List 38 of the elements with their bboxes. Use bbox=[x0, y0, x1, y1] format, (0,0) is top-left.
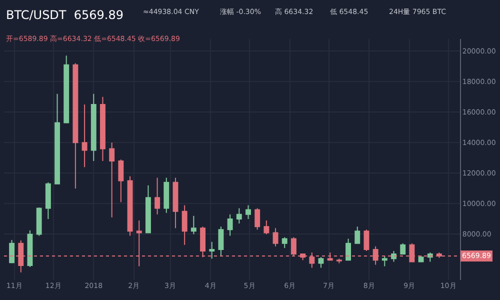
candlestick bbox=[272, 228, 278, 247]
candlestick bbox=[182, 204, 188, 246]
candlestick bbox=[164, 177, 170, 214]
candlestick bbox=[82, 104, 88, 168]
candlestick bbox=[145, 184, 151, 234]
candlestick bbox=[346, 238, 351, 261]
candlestick bbox=[391, 250, 396, 262]
candlestick bbox=[90, 93, 96, 162]
candlestick bbox=[172, 177, 178, 229]
candlestick bbox=[54, 93, 60, 184]
candlestick bbox=[400, 242, 406, 255]
candlestick bbox=[218, 226, 224, 256]
candlestick bbox=[382, 255, 388, 267]
candlestick bbox=[36, 207, 42, 236]
candlestick bbox=[318, 256, 324, 268]
candlestick bbox=[64, 55, 70, 124]
candlestick bbox=[418, 255, 424, 262]
candlestick bbox=[254, 208, 260, 230]
candlestick bbox=[354, 226, 360, 244]
candlestick bbox=[209, 241, 215, 260]
candlestick bbox=[109, 142, 115, 218]
candlestick bbox=[154, 177, 160, 215]
candlestick bbox=[282, 236, 288, 248]
candlestick bbox=[336, 258, 342, 264]
candlestick bbox=[27, 230, 33, 268]
candlestick bbox=[364, 229, 370, 252]
candlestick bbox=[246, 204, 251, 220]
candlestick bbox=[45, 182, 51, 220]
candlestick bbox=[9, 240, 15, 264]
candlestick bbox=[72, 62, 78, 189]
candlestick bbox=[190, 215, 196, 235]
candlestick bbox=[127, 176, 133, 236]
candlestick bbox=[236, 208, 242, 224]
candlestick bbox=[264, 220, 270, 235]
candlestick bbox=[227, 214, 233, 236]
candlestick bbox=[118, 158, 124, 203]
candlestick bbox=[100, 96, 106, 162]
chart-title: BTC/USDT 6569.89 bbox=[6, 8, 124, 22]
